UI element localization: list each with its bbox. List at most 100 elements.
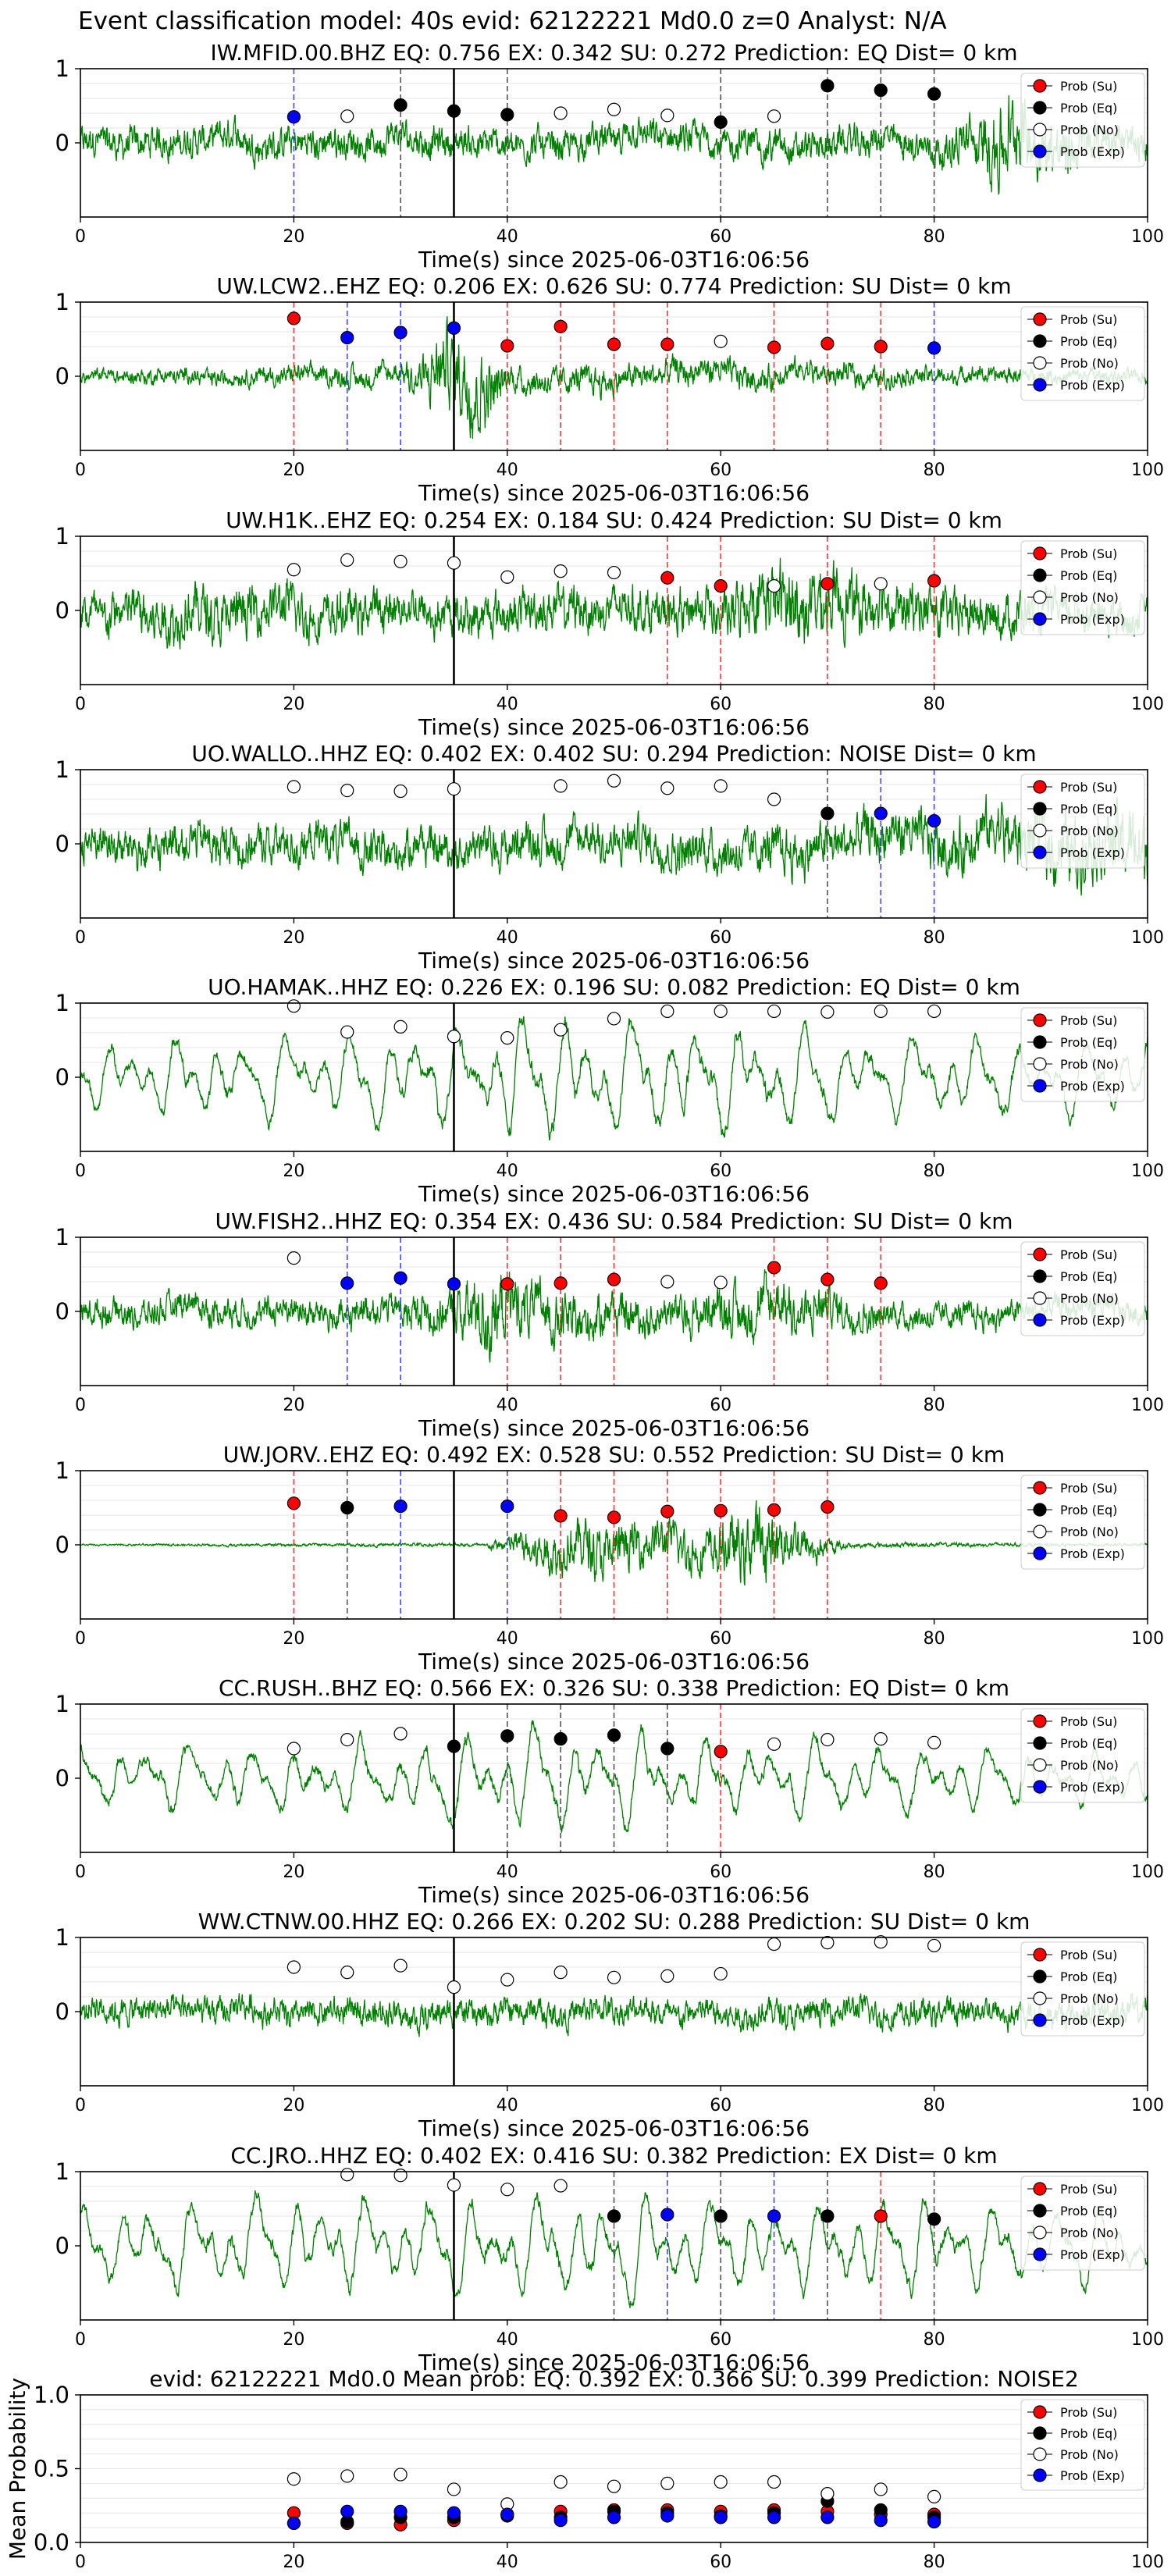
prob-point-no <box>287 563 301 577</box>
prob-point-no <box>393 1019 408 1034</box>
legend-marker-su <box>1033 312 1047 326</box>
x-tick-label: 40 <box>497 2330 518 2350</box>
prob-point-su <box>714 1503 728 1517</box>
prob-point-su <box>607 1272 621 1286</box>
x-tick-label: 40 <box>497 928 518 948</box>
mean-prob-point-exp <box>340 2504 354 2518</box>
panel-title: UW.FISH2..HHZ EQ: 0.354 EX: 0.436 SU: 0.… <box>215 1208 1013 1234</box>
legend-marker-su <box>1033 780 1047 794</box>
x-tick-label: 100 <box>1131 695 1164 714</box>
prob-point-no <box>714 1004 728 1019</box>
mean-prob-point-no <box>287 2472 301 2486</box>
panel-title: evid: 62122221 Md0.0 Mean prob: EQ: 0.39… <box>149 2366 1079 2392</box>
x-tick-label: 20 <box>283 1162 304 1181</box>
legend-label: Prob (Eq) <box>1060 334 1117 349</box>
x-tick-label: 60 <box>710 2553 731 2572</box>
mean-prob-point-exp <box>820 2510 835 2524</box>
panel-title: UW.H1K..EHZ EQ: 0.254 EX: 0.184 SU: 0.42… <box>226 507 1002 533</box>
y-tick-label: 1 <box>55 756 69 783</box>
prob-point-no <box>767 1004 781 1019</box>
x-axis-label: Time(s) since 2025-06-03T16:06:56 <box>418 1882 810 1908</box>
panel-4: UO.WALLO..HHZ EQ: 0.402 EX: 0.402 SU: 0.… <box>55 741 1164 973</box>
prob-point-su <box>607 337 621 351</box>
prob-point-exp <box>500 1499 514 1514</box>
panel-7: UW.JORV..EHZ EQ: 0.492 EX: 0.528 SU: 0.5… <box>55 1442 1164 1674</box>
axes-frame <box>80 769 1148 919</box>
prob-point-eq <box>714 115 728 129</box>
x-axis-label: Time(s) since 2025-06-03T16:06:56 <box>418 948 810 973</box>
legend-marker-no <box>1033 1991 1047 2005</box>
y-tick-label: 0.0 <box>34 2529 69 2556</box>
panel-9: WW.CTNW.00.HHZ EQ: 0.266 EX: 0.202 SU: 0… <box>55 1909 1164 2141</box>
x-tick-label: 20 <box>283 1396 304 1415</box>
prob-point-no <box>553 1966 568 1980</box>
prob-point-no <box>340 2168 354 2182</box>
prob-point-exp <box>927 813 941 828</box>
prob-point-exp <box>874 806 888 820</box>
legend-label: Prob (Su) <box>1060 2405 1117 2420</box>
x-axis-label: Time(s) since 2025-06-03T16:06:56 <box>418 714 810 740</box>
legend-box <box>1020 73 1145 168</box>
legend-label: Prob (Eq) <box>1060 1969 1117 1984</box>
legend-marker-exp <box>1033 1079 1047 1093</box>
y-tick-label: 0 <box>55 831 69 857</box>
panel-1: IW.MFID.00.BHZ EQ: 0.756 EX: 0.342 SU: 0… <box>55 40 1164 272</box>
mean-prob-point-no <box>767 2475 781 2489</box>
y-tick-label: 1 <box>55 1224 69 1251</box>
prob-point-su <box>553 1509 568 1523</box>
legend-marker-eq <box>1033 1503 1047 1517</box>
prob-point-su <box>874 1276 888 1290</box>
x-axis-label: Time(s) since 2025-06-03T16:06:56 <box>418 2115 810 2141</box>
waveform-trace <box>80 1992 1148 2037</box>
axes-frame <box>80 1470 1148 1620</box>
x-tick-label: 40 <box>497 695 518 714</box>
y-tick-label: 0 <box>55 130 69 156</box>
prob-point-no <box>447 1030 461 1044</box>
legend-label: Prob (Eq) <box>1060 1269 1117 1284</box>
legend-marker-no <box>1033 590 1047 604</box>
x-tick-label: 100 <box>1131 461 1164 480</box>
x-tick-label: 80 <box>924 1396 945 1415</box>
x-tick-label: 80 <box>924 695 945 714</box>
x-tick-label: 60 <box>710 2330 731 2350</box>
legend-marker-eq <box>1033 2204 1047 2218</box>
prob-point-no <box>340 109 354 123</box>
prob-point-eq <box>340 1500 354 1515</box>
prob-point-no <box>660 1275 674 1289</box>
legend-marker-su <box>1033 1714 1047 1728</box>
legend-marker-exp <box>1033 144 1047 158</box>
y-tick-label: 1 <box>55 1691 69 1717</box>
mean-prob-point-no <box>874 2482 888 2496</box>
x-axis-label: Time(s) since 2025-06-03T16:06:56 <box>418 480 810 506</box>
x-tick-label: 0 <box>75 2553 86 2572</box>
waveform-trace <box>80 95 1148 195</box>
prob-point-no <box>393 2169 408 2183</box>
prob-point-eq <box>714 2209 728 2223</box>
x-tick-label: 100 <box>1131 1162 1164 1181</box>
x-tick-label: 100 <box>1131 1863 1164 1882</box>
prob-point-no <box>714 334 728 348</box>
y-tick-label: 1 <box>55 289 69 315</box>
legend-label: Prob (Su) <box>1060 1481 1117 1496</box>
prob-point-su <box>500 1277 514 1291</box>
prob-point-su <box>660 1504 674 1518</box>
legend-label: Prob (No) <box>1060 1525 1119 1539</box>
y-tick-label: 0 <box>55 363 69 390</box>
legend-label: Prob (Eq) <box>1060 1035 1117 1050</box>
x-tick-label: 100 <box>1131 2096 1164 2115</box>
prob-point-no <box>447 2178 461 2192</box>
mean-prob-point-exp <box>714 2510 728 2524</box>
prob-point-no <box>553 106 568 120</box>
prob-point-su <box>874 2209 888 2223</box>
prob-point-no <box>393 554 408 568</box>
prob-point-eq <box>820 79 835 93</box>
prob-point-su <box>820 1272 835 1286</box>
legend-box <box>1020 1708 1145 1803</box>
prob-point-su <box>767 340 781 354</box>
x-tick-label: 0 <box>75 1396 86 1415</box>
legend-marker-eq <box>1033 568 1047 582</box>
legend-marker-exp <box>1033 1313 1047 1327</box>
panel-title: UW.JORV..EHZ EQ: 0.492 EX: 0.528 SU: 0.5… <box>223 1442 1005 1468</box>
y-tick-label: 0.5 <box>34 2456 69 2482</box>
x-tick-label: 0 <box>75 2330 86 2350</box>
